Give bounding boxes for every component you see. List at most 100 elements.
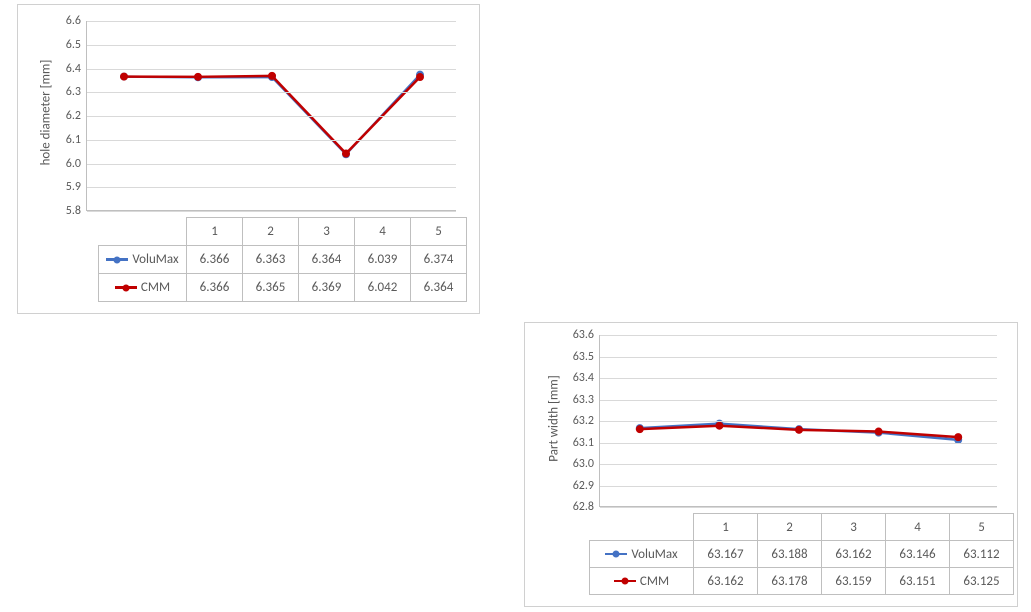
category-header: 3 bbox=[822, 514, 886, 541]
gridline bbox=[600, 335, 997, 336]
ytick-label: 62.8 bbox=[573, 500, 600, 514]
table-cell: 6.364 bbox=[411, 274, 467, 302]
series-marker-cmm bbox=[875, 428, 883, 436]
series-marker-cmm bbox=[416, 73, 424, 81]
ytick-label: 63.0 bbox=[573, 457, 600, 471]
category-header: 2 bbox=[243, 218, 299, 246]
table-cell: 63.167 bbox=[694, 541, 758, 568]
series-marker-cmm bbox=[954, 433, 962, 441]
legend-swatch-line bbox=[605, 553, 627, 556]
category-header: 5 bbox=[950, 514, 1014, 541]
series-marker-cmm bbox=[194, 73, 202, 81]
legend-swatch-marker bbox=[114, 256, 121, 263]
ytick-label: 6.2 bbox=[66, 109, 87, 123]
gridline bbox=[87, 187, 456, 188]
gridline bbox=[87, 21, 456, 22]
table-corner bbox=[99, 218, 187, 246]
ytick-label: 63.2 bbox=[573, 414, 600, 428]
legend-cell-volumax: VoluMax bbox=[590, 541, 694, 568]
gridline bbox=[87, 140, 456, 141]
series-marker-cmm bbox=[268, 72, 276, 80]
ytick-label: 63.5 bbox=[573, 350, 600, 364]
table-cell: 63.162 bbox=[694, 568, 758, 595]
ytick-label: 63.3 bbox=[573, 393, 600, 407]
legend-swatch-marker bbox=[613, 551, 620, 558]
table-cell: 6.366 bbox=[187, 246, 243, 274]
chart-hole-diameter: hole diameter [mm] 5.85.96.06.16.26.36.4… bbox=[17, 4, 480, 314]
ytick-label: 6.5 bbox=[66, 38, 87, 52]
table-cell: 63.146 bbox=[886, 541, 950, 568]
table-cell: 6.364 bbox=[299, 246, 355, 274]
ytick-label: 5.9 bbox=[66, 180, 87, 194]
ylabel-part-width: Part width [mm] bbox=[547, 354, 562, 484]
data-table-part-width: 12345VoluMax63.16763.18863.16263.14663.1… bbox=[589, 513, 1014, 595]
gridline bbox=[87, 45, 456, 46]
category-header: 1 bbox=[694, 514, 758, 541]
data-table-hole-diameter: 12345VoluMax6.3666.3636.3646.0396.374CMM… bbox=[98, 217, 467, 302]
gridline bbox=[600, 378, 997, 379]
gridline bbox=[600, 443, 997, 444]
category-header: 4 bbox=[886, 514, 950, 541]
table-cell: 6.363 bbox=[243, 246, 299, 274]
table-cell: 6.369 bbox=[299, 274, 355, 302]
category-header: 4 bbox=[355, 218, 411, 246]
series-marker-cmm bbox=[795, 426, 803, 434]
ytick-label: 6.6 bbox=[66, 14, 87, 28]
ylabel-hole-diameter: hole diameter [mm] bbox=[39, 43, 54, 183]
legend-label: CMM bbox=[141, 280, 170, 295]
gridline bbox=[87, 69, 456, 70]
series-marker-cmm bbox=[342, 150, 350, 158]
legend-swatch-marker bbox=[122, 284, 129, 291]
legend-label: CMM bbox=[640, 574, 669, 589]
legend-swatch-line bbox=[614, 580, 636, 583]
table-corner bbox=[590, 514, 694, 541]
legend-label: VoluMax bbox=[132, 252, 178, 267]
table-cell: 6.042 bbox=[355, 274, 411, 302]
chart-part-width: Part width [mm] 62.862.963.063.163.263.3… bbox=[524, 322, 1018, 607]
ytick-label: 63.6 bbox=[573, 328, 600, 342]
table-cell: 6.365 bbox=[243, 274, 299, 302]
table-cell: 6.039 bbox=[355, 246, 411, 274]
ytick-label: 62.9 bbox=[573, 479, 600, 493]
category-header: 2 bbox=[758, 514, 822, 541]
series-line-volumax bbox=[124, 75, 420, 155]
table-cell: 63.125 bbox=[950, 568, 1014, 595]
gridline bbox=[600, 400, 997, 401]
table-cell: 63.178 bbox=[758, 568, 822, 595]
gridline bbox=[87, 116, 456, 117]
ytick-label: 6.1 bbox=[66, 133, 87, 147]
table-cell: 6.366 bbox=[187, 274, 243, 302]
ytick-label: 6.3 bbox=[66, 85, 87, 99]
gridline bbox=[600, 507, 997, 508]
legend-swatch-marker bbox=[621, 578, 628, 585]
gridline bbox=[87, 92, 456, 93]
legend-swatch-line bbox=[115, 286, 137, 289]
legend-cell-volumax: VoluMax bbox=[99, 246, 187, 274]
series-marker-cmm bbox=[636, 425, 644, 433]
series-marker-cmm bbox=[120, 73, 128, 81]
gridline bbox=[600, 464, 997, 465]
legend-swatch-line bbox=[106, 258, 128, 261]
gridline bbox=[87, 164, 456, 165]
gridline bbox=[600, 357, 997, 358]
ytick-label: 63.1 bbox=[573, 436, 600, 450]
category-header: 5 bbox=[411, 218, 467, 246]
gridline bbox=[600, 486, 997, 487]
legend-cell-cmm: CMM bbox=[99, 274, 187, 302]
plot-area-part-width: 62.862.963.063.163.263.363.463.563.6 bbox=[599, 335, 997, 507]
legend-label: VoluMax bbox=[631, 547, 677, 562]
table-cell: 63.151 bbox=[886, 568, 950, 595]
gridline bbox=[87, 211, 456, 212]
ytick-label: 6.0 bbox=[66, 157, 87, 171]
table-cell: 63.162 bbox=[822, 541, 886, 568]
table-cell: 6.374 bbox=[411, 246, 467, 274]
plot-area-hole-diameter: 5.85.96.06.16.26.36.46.56.6 bbox=[86, 21, 456, 211]
ytick-label: 6.4 bbox=[66, 62, 87, 76]
table-cell: 63.112 bbox=[950, 541, 1014, 568]
category-header: 3 bbox=[299, 218, 355, 246]
table-cell: 63.159 bbox=[822, 568, 886, 595]
series-line-cmm bbox=[124, 76, 420, 154]
category-header: 1 bbox=[187, 218, 243, 246]
table-cell: 63.188 bbox=[758, 541, 822, 568]
legend-cell-cmm: CMM bbox=[590, 568, 694, 595]
